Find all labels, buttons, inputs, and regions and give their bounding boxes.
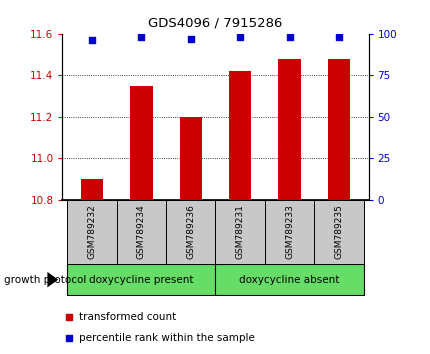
Text: transformed count: transformed count — [79, 312, 176, 322]
Text: growth protocol: growth protocol — [4, 275, 86, 285]
Text: GSM789235: GSM789235 — [334, 204, 343, 259]
Point — [138, 34, 144, 40]
Bar — [327, 58, 349, 200]
Polygon shape — [47, 272, 58, 287]
Text: doxycycline absent: doxycycline absent — [239, 275, 339, 285]
Bar — [313, 200, 363, 264]
Bar — [215, 264, 363, 295]
Text: percentile rank within the sample: percentile rank within the sample — [79, 332, 255, 343]
Bar — [130, 86, 152, 200]
Point — [267, 207, 274, 213]
Text: GSM789236: GSM789236 — [186, 204, 195, 259]
Text: GSM789233: GSM789233 — [284, 204, 293, 259]
Point — [267, 23, 274, 29]
Bar — [81, 179, 103, 200]
Point — [187, 36, 194, 41]
Bar — [166, 200, 215, 264]
Bar — [179, 117, 202, 200]
Bar — [264, 200, 313, 264]
Bar — [67, 264, 215, 295]
Point — [236, 34, 243, 40]
Bar — [215, 200, 264, 264]
Text: GSM789231: GSM789231 — [235, 204, 244, 259]
Text: GSM789234: GSM789234 — [137, 205, 146, 259]
Title: GDS4096 / 7915286: GDS4096 / 7915286 — [148, 17, 282, 30]
Bar — [117, 200, 166, 264]
Point — [286, 34, 292, 40]
Point — [89, 38, 95, 43]
Text: GSM789232: GSM789232 — [87, 205, 96, 259]
Bar — [67, 200, 117, 264]
Bar — [228, 71, 251, 200]
Bar — [278, 58, 300, 200]
Text: doxycycline present: doxycycline present — [89, 275, 193, 285]
Point — [335, 34, 341, 40]
